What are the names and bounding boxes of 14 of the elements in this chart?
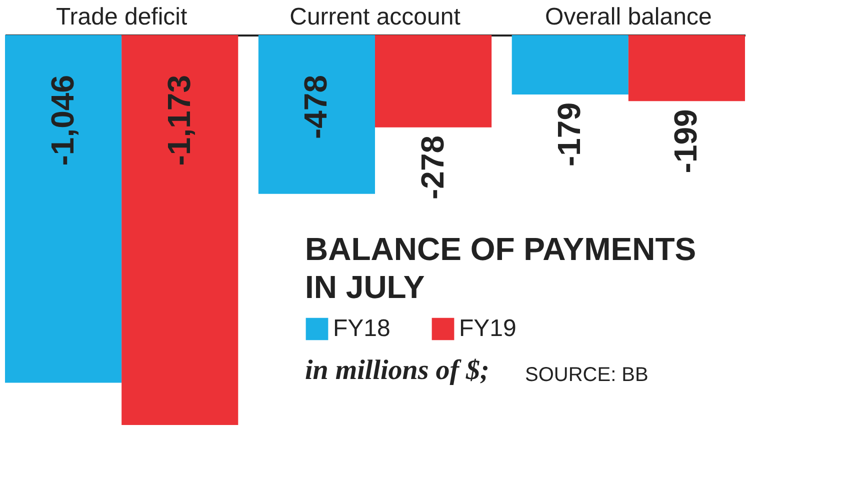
data-label: -199	[668, 109, 704, 174]
data-label: -179	[551, 102, 588, 167]
x-tick-label: Trade deficit	[56, 4, 188, 30]
x-tick-label: Overall balance	[545, 4, 712, 30]
legend-label: FY19	[459, 315, 516, 342]
x-tick-label: Current account	[290, 4, 461, 30]
data-label: -278	[414, 135, 450, 200]
legend-label: FY18	[333, 315, 390, 342]
annotation: SOURCE: BB	[525, 364, 648, 386]
data-label: -1,173	[160, 75, 197, 166]
text: BALANCE OF PAYMENTS IN JULY	[305, 231, 696, 305]
data-label: -478	[298, 75, 334, 140]
data-label: -1,046	[44, 75, 80, 166]
text: in millions of $;	[305, 355, 490, 386]
